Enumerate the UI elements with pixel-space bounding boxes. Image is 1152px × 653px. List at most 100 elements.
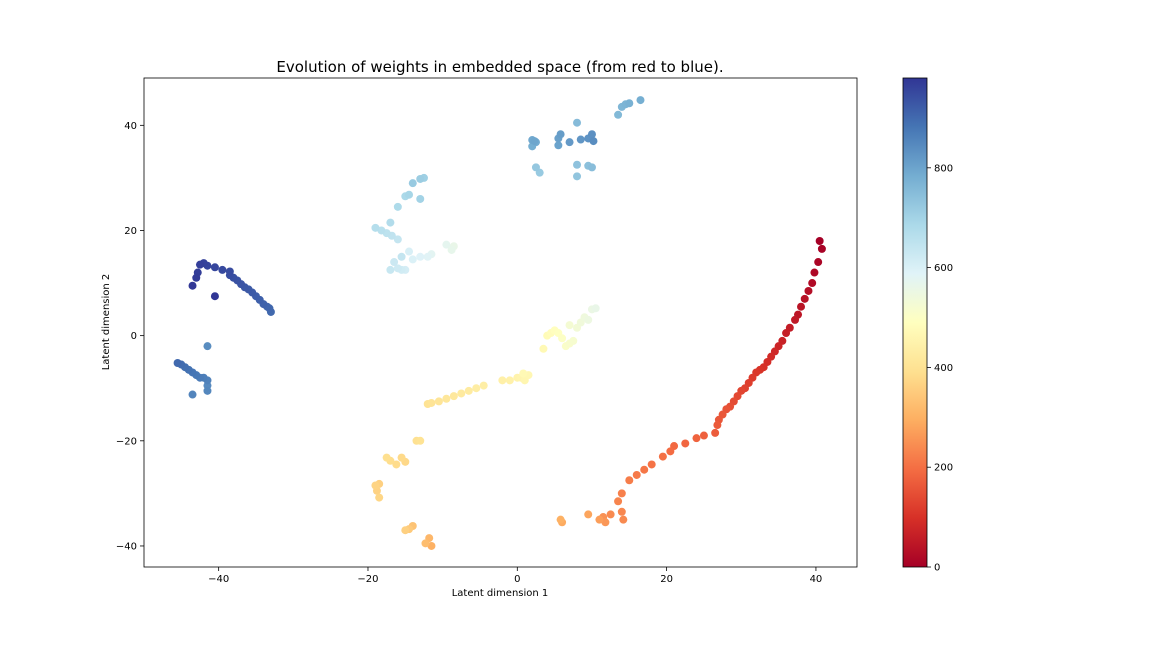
data-point bbox=[591, 304, 600, 313]
data-point bbox=[371, 223, 380, 232]
data-point bbox=[427, 541, 436, 550]
data-point bbox=[408, 179, 417, 188]
data-point bbox=[817, 244, 826, 253]
data-points bbox=[173, 96, 826, 550]
data-point bbox=[203, 386, 212, 395]
data-point bbox=[587, 163, 596, 172]
data-point bbox=[584, 510, 593, 519]
data-point bbox=[614, 110, 623, 119]
data-point bbox=[625, 476, 634, 485]
data-point bbox=[810, 268, 819, 277]
data-point bbox=[393, 202, 402, 211]
data-point bbox=[416, 174, 425, 183]
colorbar-tick-label: 400 bbox=[934, 363, 953, 374]
data-point bbox=[427, 398, 436, 407]
data-point bbox=[681, 439, 690, 448]
data-point bbox=[573, 118, 582, 127]
data-point bbox=[188, 390, 197, 399]
y-tick-label: 40 bbox=[124, 121, 137, 132]
data-point bbox=[442, 394, 451, 403]
data-point bbox=[617, 489, 626, 498]
data-point bbox=[576, 135, 585, 144]
data-point bbox=[539, 344, 548, 353]
colorbar bbox=[903, 78, 927, 567]
data-point bbox=[382, 453, 391, 462]
plot-frame bbox=[143, 77, 858, 568]
chart-title: Evolution of weights in embedded space (… bbox=[276, 58, 723, 76]
data-point bbox=[595, 515, 604, 524]
data-point bbox=[589, 137, 598, 146]
colorbar-tick-label: 200 bbox=[934, 463, 953, 474]
colorbar-tick-label: 0 bbox=[934, 563, 940, 574]
y-tick-label: 0 bbox=[131, 331, 137, 342]
data-point bbox=[647, 460, 656, 469]
data-point bbox=[804, 286, 813, 295]
data-point bbox=[464, 386, 473, 395]
data-point bbox=[606, 510, 615, 519]
data-point bbox=[505, 376, 514, 385]
data-point bbox=[640, 465, 649, 474]
data-point bbox=[392, 460, 401, 469]
data-point bbox=[405, 190, 414, 199]
x-axis-label: Latent dimension 1 bbox=[452, 588, 549, 599]
data-point bbox=[416, 252, 425, 261]
data-point bbox=[658, 452, 667, 461]
data-point bbox=[195, 260, 204, 269]
data-point bbox=[386, 265, 395, 274]
data-point bbox=[210, 292, 219, 301]
data-point bbox=[457, 389, 466, 398]
data-point bbox=[797, 302, 806, 311]
data-point bbox=[584, 315, 593, 324]
data-point bbox=[449, 392, 458, 401]
data-point bbox=[569, 336, 578, 345]
data-point bbox=[188, 281, 197, 290]
data-point bbox=[531, 163, 540, 172]
data-point bbox=[210, 263, 219, 272]
colorbar-tick-label: 800 bbox=[934, 163, 953, 174]
data-point bbox=[666, 447, 675, 456]
data-point bbox=[565, 321, 574, 330]
data-point bbox=[692, 434, 701, 443]
colorbar-ticks: 0 200 400 600 800 bbox=[927, 163, 953, 574]
x-tick-label: 0 bbox=[514, 574, 520, 585]
data-point bbox=[814, 258, 823, 267]
data-point bbox=[815, 237, 824, 245]
data-point bbox=[782, 329, 791, 338]
data-point bbox=[377, 226, 386, 235]
data-point bbox=[416, 194, 425, 203]
data-point bbox=[386, 218, 395, 227]
data-point bbox=[192, 273, 201, 282]
data-point bbox=[587, 130, 596, 139]
data-point bbox=[636, 96, 645, 105]
data-point bbox=[617, 507, 626, 516]
data-point bbox=[397, 453, 406, 462]
data-point bbox=[203, 342, 212, 351]
data-point bbox=[393, 235, 402, 244]
data-point bbox=[573, 172, 582, 181]
data-point bbox=[632, 470, 641, 479]
data-point bbox=[713, 421, 722, 430]
data-point bbox=[556, 515, 565, 524]
x-axis-ticks: −40 −20 0 20 40 bbox=[208, 567, 822, 585]
data-point bbox=[472, 384, 481, 393]
data-point bbox=[711, 428, 720, 437]
colorbar-frame bbox=[902, 77, 928, 568]
x-tick-label: 20 bbox=[660, 574, 673, 585]
data-point bbox=[416, 436, 425, 445]
data-point bbox=[371, 481, 380, 490]
data-point bbox=[408, 255, 417, 264]
data-point bbox=[554, 141, 563, 150]
data-point bbox=[421, 539, 430, 548]
data-point bbox=[625, 99, 634, 108]
data-point bbox=[173, 358, 182, 367]
data-point bbox=[573, 160, 582, 169]
data-point bbox=[791, 315, 800, 324]
x-tick-label: 40 bbox=[810, 574, 823, 585]
data-point bbox=[619, 515, 628, 524]
data-point bbox=[375, 493, 384, 502]
data-point bbox=[479, 381, 488, 390]
data-point bbox=[699, 431, 708, 440]
data-point bbox=[519, 369, 528, 378]
colorbar-tick-label: 600 bbox=[934, 263, 953, 274]
